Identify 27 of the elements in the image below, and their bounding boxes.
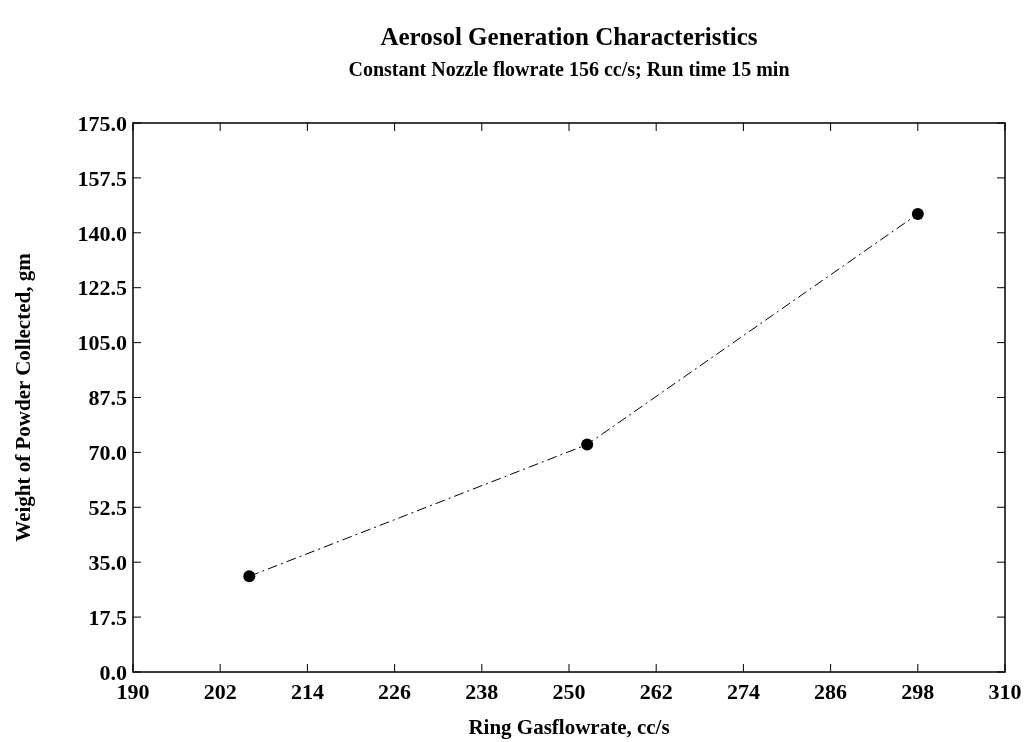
x-tick-label: 214 — [290, 679, 324, 704]
y-tick-label: 70.0 — [88, 440, 127, 466]
chart-title: Aerosol Generation Characteristics — [380, 23, 758, 50]
point — [911, 207, 924, 220]
x-tick-label: 298 — [901, 679, 935, 704]
y-tick-label: 157.5 — [77, 165, 127, 191]
x-tick-label: 238 — [465, 679, 499, 704]
y-tick-label: 52.5 — [88, 495, 127, 520]
y-tick-label: 35.0 — [88, 549, 127, 575]
y-tick-label: 87.5 — [88, 385, 127, 411]
y-tick-label: 122.5 — [77, 275, 127, 301]
x-tick-label: 202 — [203, 679, 237, 704]
x-tick-label: 286 — [814, 679, 848, 704]
x-axis-title: Ring Gasflowrate, cc/s — [468, 715, 670, 739]
x-tick-label: 226 — [378, 679, 412, 704]
x-tick-label: 250 — [552, 679, 586, 704]
y-tick-label: 17.5 — [88, 604, 127, 630]
x-tick-label: 310 — [988, 679, 1022, 704]
y-tick-label: 175.0 — [77, 110, 127, 136]
point — [243, 570, 256, 583]
point — [581, 438, 594, 451]
chart-subtitle: Constant Nozzle flowrate 156 cc/s; Run time 15 min — [348, 58, 790, 80]
y-tick-label: 105.0 — [77, 330, 127, 356]
y-axis-title: Weight of Powder Collected, gm — [11, 252, 35, 542]
y-tick-label: 140.0 — [77, 220, 127, 246]
x-tick-label: 274 — [726, 679, 760, 704]
x-tick-label: 262 — [639, 679, 673, 704]
